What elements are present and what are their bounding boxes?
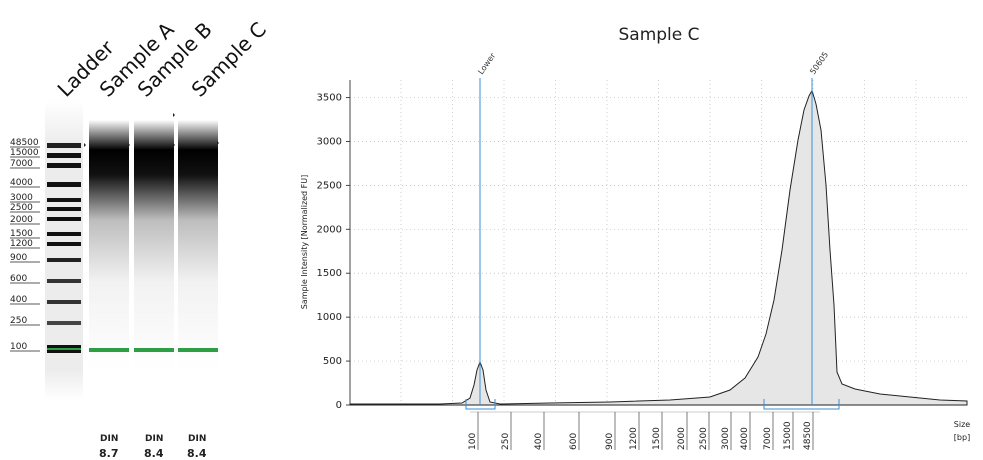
ladder-size-label: 400 (10, 295, 27, 305)
ladder-size-label: 7000 (10, 159, 33, 169)
peak-marker-label: Lower (476, 51, 498, 76)
din-value-a: 8.7 (99, 447, 119, 460)
ladder-size-label: 2000 (10, 215, 33, 225)
x-tick-label: 3000 (721, 427, 731, 450)
x-tick-label: 900 (605, 433, 615, 450)
x-tick-label: 7000 (763, 427, 773, 450)
peak-bracket (763, 399, 840, 410)
grid-lines (350, 80, 967, 405)
x-tick-label: 600 (569, 433, 579, 450)
sample-lane-c (178, 120, 218, 370)
peak-marker-label: 50605 (808, 50, 830, 76)
intensity-trace (349, 89, 968, 406)
x-tick-label: 100 (468, 433, 478, 450)
din-label-c: DIN (188, 434, 206, 444)
x-axis-label-size: Size (954, 420, 971, 429)
x-tick-label: 1200 (629, 427, 639, 450)
x-tick-label: 4000 (740, 427, 750, 450)
x-tick-label: 48500 (803, 421, 813, 450)
ladder-size-label: 2500 (10, 203, 33, 213)
ladder-size-label: 4000 (10, 178, 33, 188)
ladder-size-label: 3000 (10, 193, 33, 203)
y-tick-label: 3000 (317, 136, 342, 147)
x-tick-label: 2500 (699, 427, 709, 450)
ladder-size-label: 900 (10, 253, 27, 263)
lane-markers (84, 113, 219, 147)
sample-lane-b (134, 120, 174, 370)
x-tick-label: 250 (501, 433, 511, 450)
ladder-size-label: 600 (10, 274, 27, 284)
y-tick-label: 0 (336, 400, 342, 411)
ladder-lane (45, 100, 83, 400)
din-value-c: 8.4 (187, 447, 207, 460)
y-tick-label: 2000 (317, 224, 342, 235)
x-tick-label: 2000 (677, 427, 687, 450)
x-tick-label: 1500 (652, 427, 662, 450)
x-axis-label-unit: [bp] (954, 433, 970, 442)
y-axis-ticks: 0 500 1000 1500 2000 2500 3000 3500 (317, 93, 350, 411)
din-label-a: DIN (100, 434, 118, 444)
y-axis-label: Sample Intensity [Normalized FU] (300, 175, 309, 310)
plot-area (350, 80, 967, 405)
y-tick-label: 2500 (317, 180, 342, 191)
ladder-size-label: 48500 (10, 138, 39, 148)
peak-bracket (465, 399, 496, 410)
ladder-size-label: 15000 (10, 148, 39, 158)
x-tick-label: 15000 (783, 421, 793, 450)
din-label-b: DIN (145, 434, 163, 444)
y-tick-label: 3500 (317, 93, 342, 104)
x-axis-ticks: 100 250 400 600 900 1200 1500 2000 2500 3000 4000 7… (468, 411, 820, 450)
ladder-size-label: 250 (10, 316, 27, 326)
din-value-b: 8.4 (144, 447, 164, 460)
y-tick-label: 1500 (317, 268, 342, 279)
ladder-size-label: 1500 (10, 229, 33, 239)
sample-lane-a (89, 120, 129, 370)
ladder-size-label: 100 (10, 342, 27, 352)
gel-image-panel: Ladder Sample A Sample B Sample C (10, 17, 271, 460)
y-tick-label: 1000 (317, 312, 342, 323)
electropherogram-chart: Sample C 0 500 1000 1500 2000 2500 3000 3500 Sa… (300, 25, 971, 450)
ladder-size-label: 1200 (10, 239, 33, 249)
chart-title: Sample C (618, 25, 699, 45)
y-tick-label: 500 (323, 356, 342, 367)
x-tick-label: 400 (534, 433, 544, 450)
